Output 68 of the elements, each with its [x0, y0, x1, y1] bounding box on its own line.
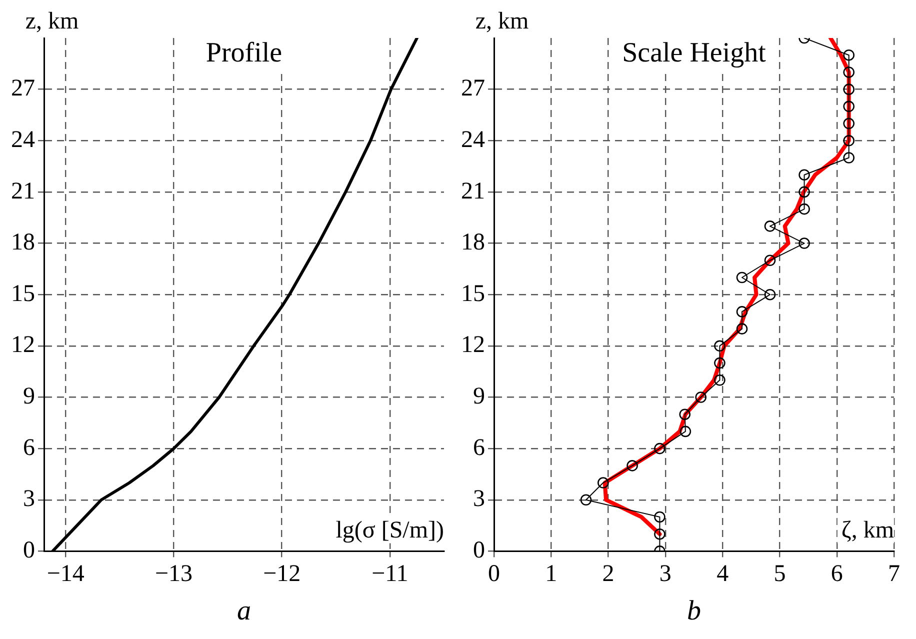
point	[626, 460, 638, 472]
x-tick-label: −13	[154, 560, 193, 587]
y-tick-label: 0	[23, 537, 35, 564]
point	[597, 477, 609, 488]
point	[843, 66, 855, 78]
y-tick-label: 18	[461, 230, 485, 256]
text: a	[237, 595, 251, 626]
y-tick-label: 18	[11, 230, 35, 256]
y-tick-label: 3	[473, 486, 485, 512]
point	[798, 186, 810, 198]
point	[679, 408, 691, 420]
x-tick-label: 4	[716, 560, 729, 587]
y-tick-label: 12	[461, 332, 485, 358]
point	[843, 134, 855, 146]
x-axis-title: ζ, km	[841, 517, 894, 544]
y-tick-label: 24	[11, 126, 35, 153]
x-tick-label: 1	[545, 560, 558, 587]
x-axis-title: lg(σ [S/m])	[336, 517, 444, 544]
point	[695, 392, 707, 403]
point	[764, 254, 776, 266]
y-axis-title: z, km	[475, 8, 529, 34]
point	[654, 528, 666, 540]
point	[843, 84, 855, 95]
point	[680, 426, 692, 438]
point	[736, 272, 748, 284]
text: b	[687, 595, 701, 626]
y-tick-label: 15	[461, 280, 485, 307]
point	[843, 49, 855, 61]
point	[714, 340, 726, 352]
point	[843, 100, 855, 112]
x-tick-label: 2	[602, 560, 614, 587]
chart-title: Scale Height	[622, 37, 766, 68]
point	[714, 374, 726, 386]
point	[736, 323, 748, 334]
point	[654, 442, 666, 454]
x-tick-label: −12	[263, 560, 301, 587]
point	[798, 238, 810, 249]
point	[798, 169, 810, 181]
y-tick-label: 6	[473, 434, 485, 461]
point	[714, 357, 726, 369]
point	[764, 220, 776, 232]
y-tick-label: 9	[23, 384, 35, 410]
point	[736, 306, 748, 318]
x-tick-label: 3	[659, 560, 672, 587]
y-tick-label: 21	[11, 178, 35, 204]
point	[843, 118, 855, 130]
y-tick-label: 27	[461, 76, 485, 102]
x-tick-label: 6	[830, 560, 843, 587]
point	[764, 288, 776, 300]
x-tick-label: −11	[372, 560, 408, 587]
y-tick-label: 24	[461, 126, 485, 153]
point	[798, 203, 810, 215]
point	[580, 494, 592, 506]
y-tick-label: 0	[473, 537, 485, 564]
y-tick-label: 9	[473, 384, 485, 410]
y-tick-label: 27	[11, 76, 35, 102]
y-tick-label: 15	[11, 280, 35, 307]
x-tick-label: 5	[774, 560, 786, 587]
x-tick-label: 7	[888, 560, 900, 587]
y-tick-label: 6	[23, 434, 35, 461]
point	[843, 152, 855, 164]
y-tick-label: 3	[23, 486, 35, 512]
y-tick-label: 12	[11, 332, 35, 358]
y-axis-title: z, km	[25, 8, 79, 34]
x-tick-label: −14	[46, 560, 84, 587]
chart-title: Profile	[206, 37, 282, 68]
y-tick-label: 21	[461, 178, 485, 204]
point	[654, 511, 666, 523]
